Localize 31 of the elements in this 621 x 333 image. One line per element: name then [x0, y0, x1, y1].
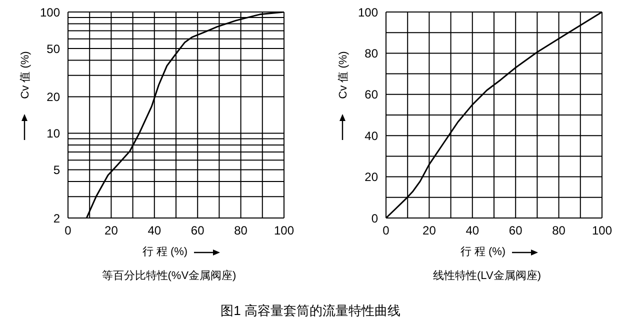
x-tick-label: 40 — [466, 224, 480, 238]
y-tick-label: 80 — [364, 46, 378, 60]
x-axis-title: 行 程 (%) — [459, 245, 507, 259]
text: 线性特性(LV金属阀座) — [432, 268, 542, 283]
caption: 图1 高容量套筒的流量特性曲线 — [220, 302, 402, 320]
x-tick-label: 20 — [104, 224, 118, 238]
y-axis-title: Cv 值 (%) — [336, 51, 350, 99]
y-tick-label: 50 — [46, 42, 60, 56]
x-tick-label: 60 — [508, 224, 523, 238]
x-tick-label: 100 — [592, 224, 612, 238]
y-axis-title: Cv 值 (%) — [18, 51, 32, 99]
y-tick-label: 10 — [46, 126, 60, 141]
y-tick-label: 100 — [358, 5, 378, 20]
y-tick-label: 0 — [371, 211, 378, 226]
text: 等百分比特性(%V金属阀座) — [100, 268, 238, 283]
y-tick-label: 5 — [53, 163, 60, 178]
x-tick-label: 40 — [148, 224, 162, 238]
x-tick-label: 20 — [422, 224, 436, 238]
y-tick-label: 40 — [364, 128, 378, 143]
x-tick-label: 100 — [274, 224, 294, 238]
x-tick-label: 80 — [552, 224, 566, 238]
y-tick-label: 20 — [364, 170, 378, 184]
y-tick-label: 20 — [46, 90, 60, 104]
x-tick-label: 0 — [382, 224, 390, 238]
x-axis-title: 行 程 (%) — [141, 245, 189, 259]
x-tick-label: 60 — [190, 224, 205, 238]
y-tick-label: 60 — [364, 88, 378, 102]
y-tick-label: 2 — [53, 211, 60, 226]
x-tick-label: 80 — [234, 224, 248, 238]
y-tick-label: 100 — [40, 5, 60, 20]
x-tick-label: 0 — [64, 224, 72, 238]
